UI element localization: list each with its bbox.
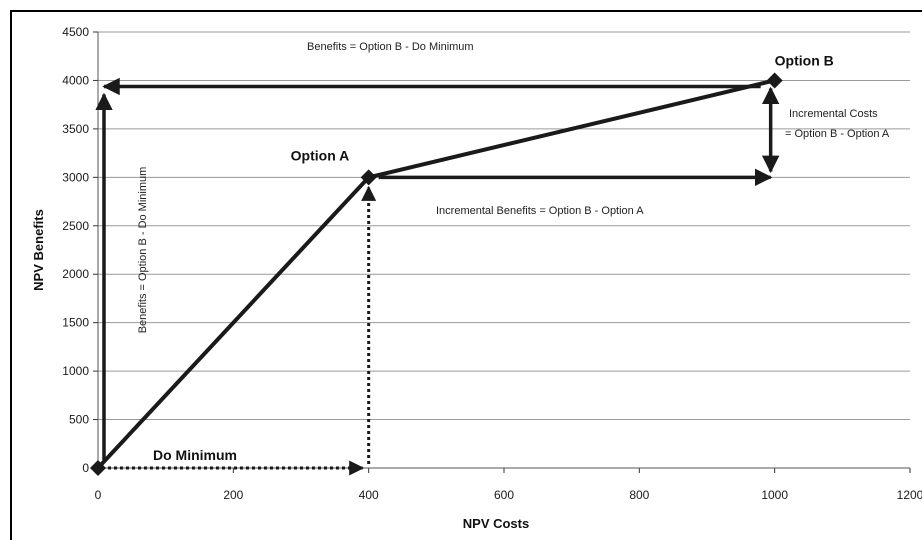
annotation-incremental-costs: Incremental Costs bbox=[789, 108, 878, 120]
x-tick-label: 800 bbox=[629, 488, 649, 502]
point-label-option-b: Option B bbox=[775, 52, 834, 68]
y-tick-label: 4500 bbox=[62, 25, 89, 39]
y-tick-label: 2000 bbox=[62, 267, 89, 281]
x-tick-label: 1000 bbox=[761, 488, 788, 502]
series-layer bbox=[90, 72, 783, 476]
y-tick-label: 2500 bbox=[62, 219, 89, 233]
y-tick-label: 3500 bbox=[62, 122, 89, 136]
data-point-marker bbox=[360, 169, 377, 186]
y-axis-title: NPV Benefits bbox=[31, 209, 46, 291]
y-tick-label: 1500 bbox=[62, 316, 89, 330]
x-tick-label: 1200 bbox=[897, 488, 922, 502]
y-tick-label: 3000 bbox=[62, 170, 89, 184]
x-axis-title: NPV Costs bbox=[463, 516, 529, 531]
point-label-do-minimum: Do Minimum bbox=[153, 447, 237, 463]
y-tick-label: 4000 bbox=[62, 73, 89, 87]
y-tick-label: 1000 bbox=[62, 364, 89, 378]
labels-layer: Do Minimum Option A Option B Benefits = Opt… bbox=[137, 41, 890, 463]
annotation-arrows bbox=[95, 77, 780, 476]
axes: 0 500 1000 1500 2000 2500 3000 3500 4000 4500 0 200… bbox=[31, 25, 922, 531]
gridlines bbox=[98, 31, 910, 421]
chart-frame bbox=[10, 10, 922, 540]
annotation-benefits-vertical: Benefits = Option B - Do Minimum bbox=[137, 167, 149, 334]
x-tick-label: 200 bbox=[223, 488, 243, 502]
point-label-option-a: Option A bbox=[291, 147, 350, 163]
x-tick-label: 400 bbox=[359, 488, 379, 502]
annotation-incremental-benefits: Incremental Benefits = Option B - Option… bbox=[436, 205, 644, 217]
annotation-incremental-costs-formula: = Option B - Option A bbox=[785, 128, 890, 140]
y-tick-label: 500 bbox=[69, 413, 89, 427]
x-tick-label: 0 bbox=[95, 488, 102, 502]
data-point-marker bbox=[766, 72, 783, 89]
data-point-marker bbox=[90, 460, 106, 476]
x-tick-label: 600 bbox=[494, 488, 514, 502]
y-tick-label: 0 bbox=[82, 461, 89, 475]
annotation-benefits-horizontal: Benefits = Option B - Do Minimum bbox=[307, 41, 474, 53]
